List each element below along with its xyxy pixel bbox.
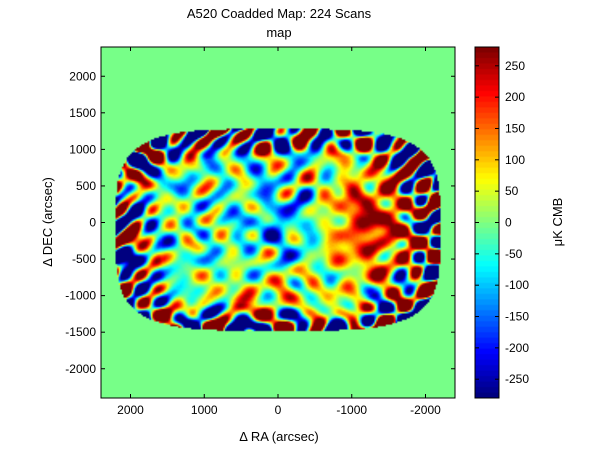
y-axis-ticks: 2000 1500 1000 500 0 -500 -1000 -1500 -2000 xyxy=(65,69,455,376)
heatmap-image xyxy=(101,47,455,398)
y-tick-label: 0 xyxy=(89,216,96,230)
y-tick-label: -500 xyxy=(72,252,96,266)
chart-title: A520 Coadded Map: 224 Scans xyxy=(187,6,372,21)
y-tick-label: 2000 xyxy=(69,69,96,83)
colorbar-tick-label: -150 xyxy=(505,310,529,324)
y-tick-label: 500 xyxy=(76,179,96,193)
colorbar-tick-label: -250 xyxy=(505,372,529,386)
x-axis-ticks: 2000 1000 0 -1000 -2000 xyxy=(117,47,441,417)
y-tick-label: -1500 xyxy=(65,325,96,339)
x-axis-label: Δ RA (arcsec) xyxy=(239,429,318,444)
x-tick-label: -2000 xyxy=(410,403,441,417)
x-tick-label: 0 xyxy=(275,403,282,417)
y-tick-label: -2000 xyxy=(65,362,96,376)
colorbar-tick-label: -100 xyxy=(505,278,529,292)
colorbar-tick-label: 150 xyxy=(505,121,525,135)
colorbar-label: μK CMB xyxy=(550,198,565,247)
colorbar-tick-label: -50 xyxy=(505,247,523,261)
plot-area: 2000 1000 0 -1000 -2000 2000 1500 1000 500 0 -500… xyxy=(65,46,456,417)
chart-subtitle: map xyxy=(266,25,291,40)
colorbar: 250 200 150 100 50 0 -50 -100 -150 -200 -250 xyxy=(474,46,529,399)
x-tick-label: 2000 xyxy=(117,403,144,417)
colorbar-tick-label: 50 xyxy=(505,184,519,198)
colorbar-tick-label: 200 xyxy=(505,90,525,104)
colorbar-ticks: 250 200 150 100 50 0 -50 -100 -150 -200 -250 xyxy=(475,59,529,386)
colorbar-tick-label: 100 xyxy=(505,153,525,167)
y-tick-label: -1000 xyxy=(65,289,96,303)
y-tick-label: 1000 xyxy=(69,142,96,156)
colorbar-tick-label: 250 xyxy=(505,59,525,73)
y-axis-label: Δ DEC (arcsec) xyxy=(40,177,55,267)
x-tick-label: 1000 xyxy=(191,403,218,417)
x-tick-label: -1000 xyxy=(336,403,367,417)
colorbar-tick-label: 0 xyxy=(505,216,512,230)
y-tick-label: 1500 xyxy=(69,106,96,120)
colorbar-tick-label: -200 xyxy=(505,341,529,355)
